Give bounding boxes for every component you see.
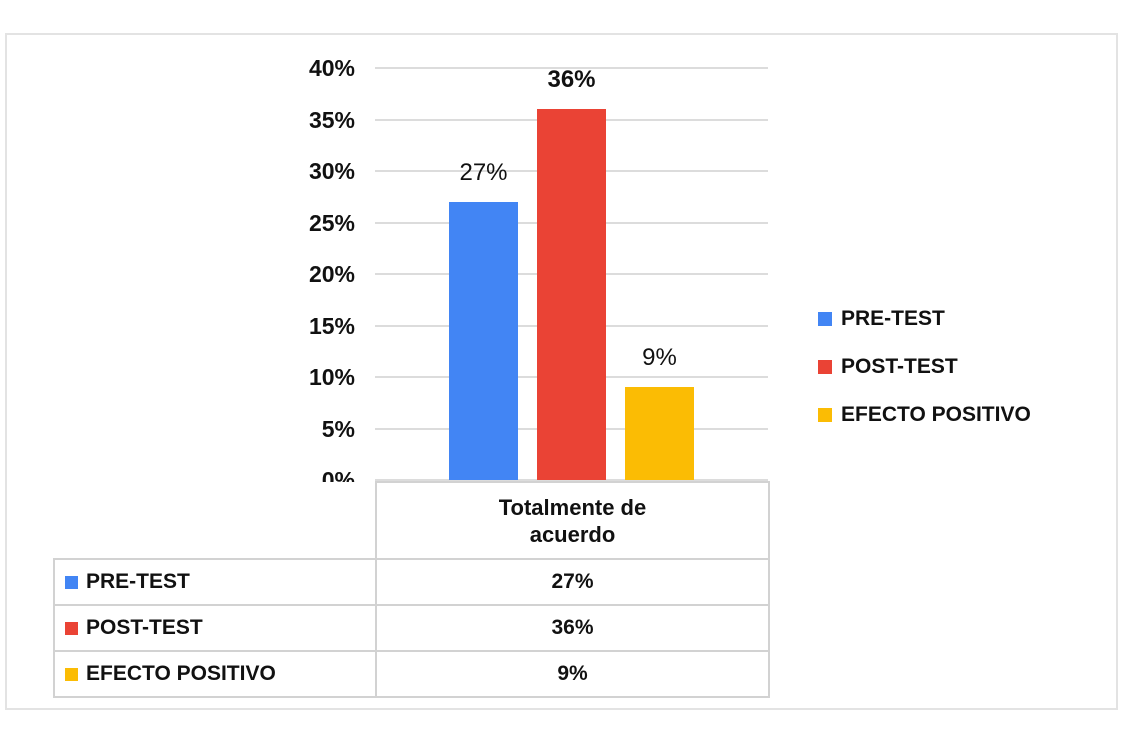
row-label: EFECTO POSITIVO [86, 662, 276, 685]
table-blank-cell [54, 482, 376, 559]
legend-key-icon [65, 667, 78, 681]
legend-key-icon [818, 311, 832, 326]
row-label-cell: POST-TEST [53, 604, 377, 652]
legend-item-post-test: POST-TEST [818, 354, 1031, 378]
bar-pre-test [449, 202, 518, 480]
row-value-cell: 27% [375, 558, 770, 606]
legend-item-pre-test: PRE-TEST [818, 306, 1031, 330]
y-axis-tick-label: 30% [308, 158, 355, 184]
y-axis-tick-label: 15% [308, 312, 355, 339]
table-row-pre-test: PRE-TEST 27% [53, 558, 770, 606]
row-label: PRE-TEST [86, 570, 190, 593]
legend-label: EFECTO POSITIVO [841, 402, 1031, 426]
legend-key-icon [818, 407, 832, 422]
category-header-cell: Totalmente de acuerdo [375, 481, 770, 560]
row-value-cell: 36% [375, 604, 770, 652]
bar-data-label-efecto-positivo: 9% [642, 344, 677, 371]
bar-data-label-pre-test: 27% [459, 159, 508, 186]
row-label-cell: EFECTO POSITIVO [53, 650, 377, 698]
y-axis-tick-label: 10% [308, 364, 355, 390]
table-row-post-test: POST-TEST 36% [53, 604, 770, 652]
gridline [375, 479, 768, 481]
bar-data-label-post-test: 36% [547, 66, 596, 93]
row-label: POST-TEST [86, 616, 203, 639]
legend-key-icon [818, 359, 832, 374]
row-label-cell: PRE-TEST [53, 558, 377, 606]
bar-efecto-positivo [625, 387, 694, 480]
y-axis-tick-label: 20% [308, 261, 355, 287]
legend-label: PRE-TEST [841, 306, 945, 330]
chart-legend: PRE-TEST POST-TEST EFECTO POSITIVO [818, 306, 1031, 452]
y-axis-tick-label: 25% [308, 209, 355, 236]
y-axis-tick-label: 40% [308, 55, 355, 81]
bar-post-test [537, 109, 606, 480]
y-axis-tick-label: 35% [308, 106, 355, 133]
row-value-cell: 9% [375, 650, 770, 698]
gridline [375, 67, 768, 69]
data-table: Totalmente de acuerdo PRE-TEST 27% POST-TES… [53, 481, 770, 698]
legend-item-efecto-positivo: EFECTO POSITIVO [818, 402, 1031, 426]
legend-key-icon [65, 575, 78, 589]
legend-key-icon [65, 621, 78, 635]
legend-label: POST-TEST [841, 354, 958, 378]
table-row-efecto-positivo: EFECTO POSITIVO 9% [53, 650, 770, 698]
y-axis-tick-label: 5% [321, 415, 355, 442]
